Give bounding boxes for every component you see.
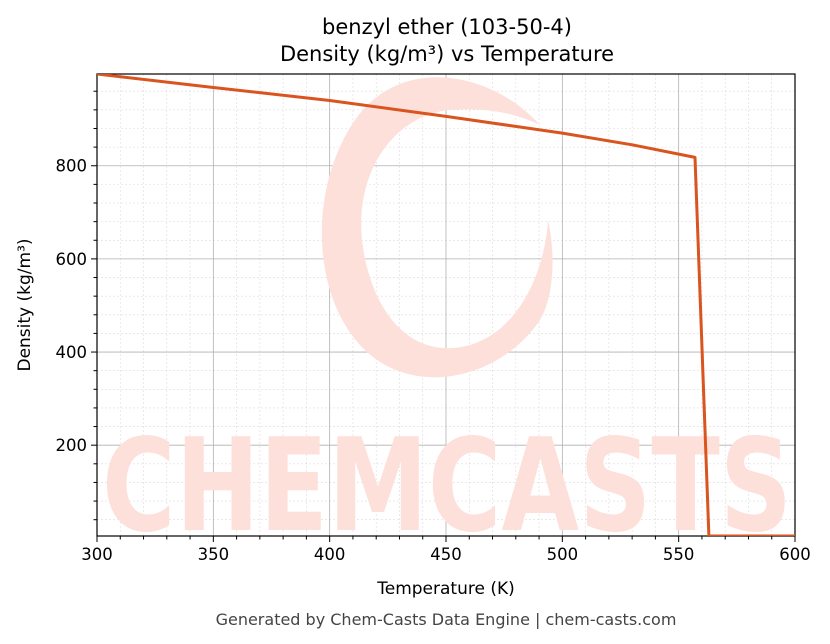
x-tick-label: 550: [663, 545, 695, 564]
y-tick-label: 200: [56, 436, 88, 455]
watermark: CHEMCASTS: [102, 77, 792, 561]
footer-credit: Generated by Chem-Casts Data Engine | ch…: [216, 610, 677, 629]
x-tick-label: 350: [198, 545, 230, 564]
y-axis-label: Density (kg/m³): [15, 238, 35, 371]
y-tick-label: 800: [56, 157, 88, 176]
series-line: [97, 74, 795, 536]
y-tick-label: 600: [56, 250, 88, 269]
x-tick-label: 450: [430, 545, 462, 564]
x-axis: 300 350 400 450 500 550 600: [81, 536, 811, 564]
major-gridlines: [97, 74, 795, 536]
y-tick-label: 400: [56, 343, 88, 362]
x-tick-label: 400: [314, 545, 346, 564]
x-tick-label: 500: [547, 545, 579, 564]
watermark-logo-icon: [321, 77, 553, 378]
x-axis-label: Temperature (K): [376, 579, 515, 599]
y-axis: 200 400 600 800: [56, 90, 97, 521]
x-tick-label: 300: [81, 545, 113, 564]
chart-subtitle: Density (kg/m³) vs Temperature: [280, 42, 614, 66]
chart-title: benzyl ether (103-50-4): [322, 15, 572, 39]
watermark-text: CHEMCASTS: [102, 412, 792, 561]
x-tick-label: 600: [779, 545, 811, 564]
